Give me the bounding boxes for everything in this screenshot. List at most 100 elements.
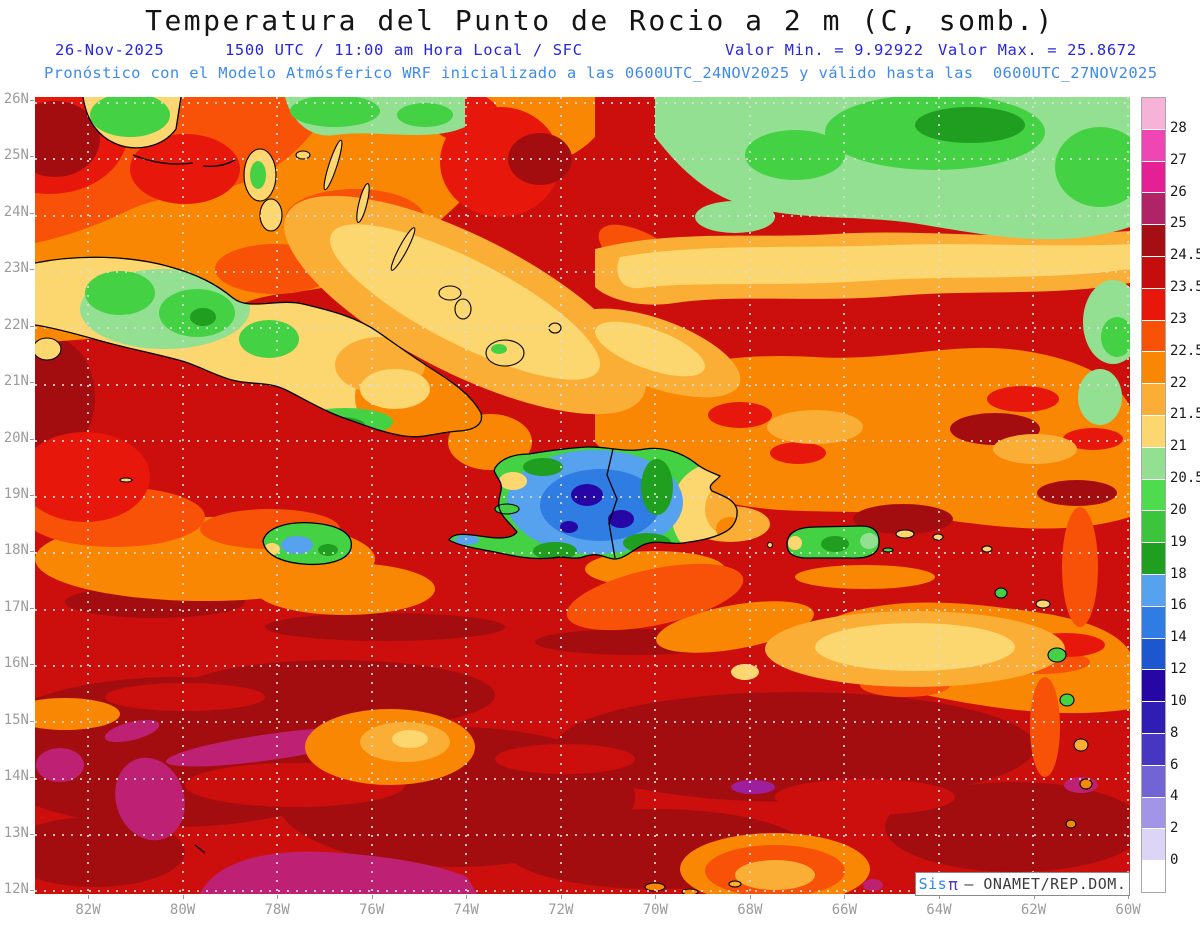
scale-label: 21.5 bbox=[1170, 406, 1200, 423]
lon-label: 64W bbox=[926, 902, 952, 918]
scale-label: 21 bbox=[1170, 438, 1187, 455]
scale-label: 20.5 bbox=[1170, 470, 1200, 487]
lat-tick bbox=[30, 382, 34, 384]
scale-segment bbox=[1142, 225, 1165, 257]
scale-label: 8 bbox=[1170, 724, 1179, 741]
scale-segment bbox=[1142, 193, 1165, 226]
scale-segment bbox=[1142, 574, 1165, 607]
scale-segment bbox=[1142, 161, 1165, 194]
color-scale-bar bbox=[1141, 97, 1166, 893]
scale-label: 18 bbox=[1170, 565, 1187, 582]
lon-tick bbox=[655, 895, 657, 899]
lon-tick bbox=[560, 895, 562, 899]
model-init-line: Pronóstico con el Modelo Atmósferico WRF… bbox=[44, 64, 1158, 82]
dewpoint-darkgreen-core bbox=[915, 107, 1025, 143]
lon-tick bbox=[938, 895, 940, 899]
scale-label: 23.5 bbox=[1170, 279, 1200, 296]
lat-label: 13N bbox=[3, 824, 29, 841]
lat-tick bbox=[30, 212, 34, 214]
lat-label: 18N bbox=[3, 542, 29, 559]
lat-tick bbox=[30, 720, 34, 722]
lon-tick bbox=[88, 895, 89, 899]
scale-label: 28 bbox=[1170, 119, 1187, 136]
lon-tick bbox=[1128, 895, 1130, 899]
page-title: Temperatura del Punto de Rocio a 2 m (C,… bbox=[145, 4, 1055, 37]
lat-tick bbox=[30, 551, 34, 553]
lon-tick bbox=[371, 895, 373, 899]
valor-min: Valor Min. = 9.92922 bbox=[725, 41, 924, 59]
scale-label: 27 bbox=[1170, 151, 1187, 168]
weather-map-canvas bbox=[35, 97, 1130, 894]
scale-label: 12 bbox=[1170, 661, 1187, 678]
lat-label: 21N bbox=[3, 373, 29, 390]
watermark: Sis π – ONAMET/REP.DOM. bbox=[915, 872, 1130, 896]
lat-tick bbox=[30, 438, 34, 440]
lat-tick bbox=[30, 890, 34, 892]
lat-tick bbox=[30, 495, 34, 496]
watermark-app-name: Sis bbox=[918, 875, 948, 893]
scale-segment bbox=[1142, 384, 1165, 416]
weather-map bbox=[35, 97, 1130, 894]
lon-tick bbox=[749, 895, 751, 899]
scale-segment bbox=[1142, 352, 1165, 385]
valor-max: Valor Max. = 25.8672 bbox=[938, 41, 1137, 59]
scale-segment bbox=[1142, 288, 1165, 321]
scale-label: 10 bbox=[1170, 692, 1187, 709]
watermark-organization: – ONAMET/REP.DOM. bbox=[964, 875, 1127, 893]
lon-label: 82W bbox=[75, 902, 101, 918]
scale-label: 16 bbox=[1170, 597, 1187, 614]
lon-tick bbox=[844, 895, 846, 899]
lat-label: 25N bbox=[3, 147, 29, 164]
coastlines bbox=[35, 97, 880, 854]
lat-tick bbox=[30, 777, 34, 779]
scale-segment bbox=[1142, 638, 1165, 671]
lon-label: 80W bbox=[169, 902, 196, 918]
lat-label: 20N bbox=[3, 429, 29, 446]
scale-segment bbox=[1142, 511, 1165, 544]
dewpoint-green-cores bbox=[290, 97, 1130, 357]
scale-segment bbox=[1142, 702, 1165, 734]
lon-label: 70W bbox=[642, 902, 668, 918]
scale-label: 23 bbox=[1170, 310, 1187, 327]
scale-label: 19 bbox=[1170, 533, 1187, 550]
lat-label: 24N bbox=[3, 203, 29, 220]
lat-tick bbox=[30, 664, 34, 666]
lat-label: 17N bbox=[3, 598, 29, 615]
scale-label: 6 bbox=[1170, 756, 1179, 773]
lon-tick bbox=[182, 895, 184, 899]
sea-red-streaks bbox=[105, 683, 955, 815]
lon-label: 68W bbox=[737, 902, 763, 918]
scale-segment bbox=[1142, 765, 1165, 798]
scale-label: 25 bbox=[1170, 215, 1187, 232]
lat-tick bbox=[30, 833, 34, 835]
scale-segment bbox=[1142, 129, 1165, 162]
scale-segment bbox=[1142, 797, 1165, 830]
lat-tick bbox=[30, 156, 34, 158]
lat-label: 15N bbox=[3, 711, 29, 728]
scale-label: 22.5 bbox=[1170, 342, 1200, 359]
lat-label: 14N bbox=[3, 768, 29, 785]
lat-tick bbox=[30, 607, 34, 609]
lat-tick bbox=[30, 325, 34, 327]
scale-label: 26 bbox=[1170, 183, 1187, 200]
scale-segment bbox=[1142, 861, 1165, 892]
lat-label: 19N bbox=[3, 486, 29, 502]
lon-label: 66W bbox=[831, 902, 858, 918]
lat-tick bbox=[30, 269, 34, 271]
scale-label: 4 bbox=[1170, 788, 1179, 805]
lon-label: 74W bbox=[453, 902, 479, 918]
scale-segment bbox=[1142, 320, 1165, 353]
lon-tick bbox=[466, 895, 468, 899]
scale-segment bbox=[1142, 543, 1165, 575]
lon-label: 62W bbox=[1020, 902, 1047, 918]
scale-label: 14 bbox=[1170, 629, 1187, 646]
lat-label: 26N bbox=[3, 91, 29, 107]
scale-label: 22 bbox=[1170, 374, 1187, 391]
lon-label: 76W bbox=[358, 902, 385, 918]
lon-label: 72W bbox=[548, 902, 574, 918]
scale-label: 2 bbox=[1170, 820, 1179, 837]
lat-label: 23N bbox=[3, 260, 29, 277]
scale-segment bbox=[1142, 479, 1165, 512]
scale-label: 20 bbox=[1170, 501, 1187, 518]
